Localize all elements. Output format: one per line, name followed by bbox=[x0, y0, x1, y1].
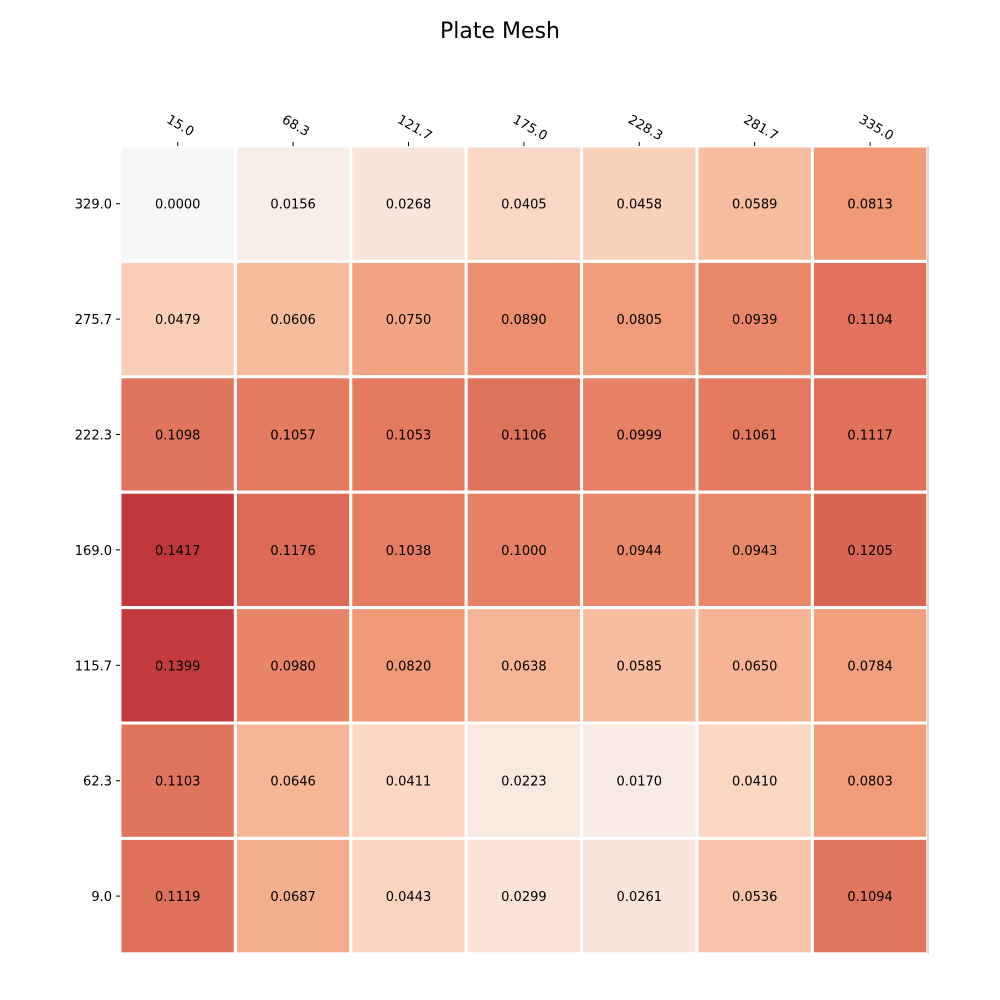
cell-value-label: 0.0999 bbox=[617, 429, 663, 444]
cell-value-label: 0.0261 bbox=[617, 890, 663, 905]
heatmap-cell bbox=[580, 259, 699, 379]
cell-value-label: 0.0606 bbox=[270, 313, 316, 328]
cell-value-label: 0.0638 bbox=[501, 659, 547, 674]
cell-value-label: 0.0890 bbox=[501, 313, 547, 328]
x-tick-label: 335.0 bbox=[856, 112, 896, 144]
cell-value-label: 0.0223 bbox=[501, 775, 547, 790]
heatmap-cell bbox=[464, 375, 584, 494]
heatmap-cell bbox=[233, 721, 353, 840]
cell-value-label: 0.1000 bbox=[501, 544, 547, 559]
heatmap-cell bbox=[810, 836, 930, 956]
heatmap-cell bbox=[349, 606, 468, 725]
y-tick-label: 9.0 bbox=[91, 890, 112, 905]
heatmap-cell bbox=[118, 721, 237, 840]
heatmap-cells bbox=[118, 144, 930, 956]
x-tick-label: 121.7 bbox=[395, 112, 435, 144]
x-axis: 15.0 68.3 121.7 175.0 228.3 281.7 335.0 bbox=[164, 112, 896, 146]
heatmap-cell bbox=[695, 836, 814, 956]
cell-value-label: 0.1053 bbox=[386, 429, 432, 444]
cell-value-label: 0.0443 bbox=[386, 890, 432, 905]
cell-value-label: 0.0805 bbox=[617, 313, 663, 328]
cell-value-label: 0.0943 bbox=[732, 544, 778, 559]
cell-value-label: 0.1119 bbox=[155, 890, 201, 905]
heatmap-cell bbox=[580, 375, 699, 494]
heatmap-cell bbox=[580, 721, 699, 840]
heatmap-cell bbox=[233, 490, 353, 610]
x-tick-label: 281.7 bbox=[741, 112, 781, 144]
cell-value-label: 0.1205 bbox=[847, 544, 893, 559]
cell-value-label: 0.1098 bbox=[155, 429, 201, 444]
cell-value-label: 0.0458 bbox=[617, 198, 663, 213]
cell-value-label: 0.0820 bbox=[386, 659, 432, 674]
cell-value-labels: 0.0000 0.0156 0.0268 0.0405 0.0458 0.0589 0.08… bbox=[155, 198, 893, 905]
cell-value-label: 0.0650 bbox=[732, 659, 778, 674]
chart-title: Plate Mesh bbox=[440, 19, 560, 44]
cell-value-label: 0.1399 bbox=[155, 659, 201, 674]
cell-value-label: 0.0411 bbox=[386, 775, 432, 790]
y-tick-label: 222.3 bbox=[75, 429, 112, 444]
cell-value-label: 0.1176 bbox=[270, 544, 316, 559]
heatmap-cell bbox=[810, 259, 930, 379]
heatmap-cell bbox=[233, 375, 353, 494]
cell-value-label: 0.1104 bbox=[847, 313, 893, 328]
cell-value-label: 0.0536 bbox=[732, 890, 778, 905]
heatmap-cell bbox=[810, 721, 930, 840]
cell-value-label: 0.0479 bbox=[155, 313, 201, 328]
cell-value-label: 0.1061 bbox=[732, 429, 778, 444]
y-tick-label: 62.3 bbox=[83, 775, 112, 790]
heatmap-cell bbox=[580, 836, 699, 956]
x-tick-label: 15.0 bbox=[164, 112, 197, 139]
y-tick-label: 115.7 bbox=[75, 659, 112, 674]
x-tick-label: 228.3 bbox=[625, 112, 665, 144]
cell-value-label: 0.1103 bbox=[155, 775, 201, 790]
cell-value-label: 0.0299 bbox=[501, 890, 547, 905]
cell-value-label: 0.0939 bbox=[732, 313, 778, 328]
cell-value-label: 0.0585 bbox=[617, 659, 663, 674]
cell-value-label: 0.0410 bbox=[732, 775, 778, 790]
heatmap-cell bbox=[695, 375, 814, 494]
cell-value-label: 0.0156 bbox=[270, 198, 316, 213]
cell-value-label: 0.0750 bbox=[386, 313, 432, 328]
cell-value-label: 0.0687 bbox=[270, 890, 316, 905]
cell-value-label: 0.0589 bbox=[732, 198, 778, 213]
cell-value-label: 0.1038 bbox=[386, 544, 432, 559]
cell-value-label: 0.1094 bbox=[847, 890, 893, 905]
cell-value-label: 0.0268 bbox=[386, 198, 432, 213]
cell-value-label: 0.0803 bbox=[847, 775, 893, 790]
heatmap-cell bbox=[233, 144, 353, 263]
heatmap-cell bbox=[695, 490, 814, 610]
cell-value-label: 0.0980 bbox=[270, 659, 316, 674]
cell-value-label: 0.0170 bbox=[617, 775, 663, 790]
heatmap-cell bbox=[349, 259, 468, 379]
cell-value-label: 0.1106 bbox=[501, 429, 547, 444]
cell-value-label: 0.0405 bbox=[501, 198, 547, 213]
cell-value-label: 0.0813 bbox=[847, 198, 893, 213]
cell-value-label: 0.0000 bbox=[155, 198, 201, 213]
y-tick-label: 169.0 bbox=[75, 544, 112, 559]
heatmap-cell bbox=[118, 490, 237, 610]
y-axis: 329.0 275.7 222.3 169.0 115.7 62.3 9.0 bbox=[75, 198, 120, 905]
heatmap-cell bbox=[118, 606, 237, 725]
cell-value-label: 0.1417 bbox=[155, 544, 201, 559]
heatmap-cell bbox=[810, 375, 930, 494]
cell-value-label: 0.0944 bbox=[617, 544, 663, 559]
x-tick-label: 68.3 bbox=[279, 112, 312, 139]
heatmap-cell bbox=[810, 490, 930, 610]
y-tick-label: 275.7 bbox=[75, 313, 112, 328]
heatmap-cell bbox=[464, 836, 584, 956]
heatmap-cell bbox=[349, 836, 468, 956]
y-tick-label: 329.0 bbox=[75, 198, 112, 213]
heatmap-cell bbox=[349, 375, 468, 494]
cell-value-label: 0.1117 bbox=[847, 429, 893, 444]
x-tick-label: 175.0 bbox=[510, 112, 550, 144]
cell-value-label: 0.0646 bbox=[270, 775, 316, 790]
cell-value-label: 0.0784 bbox=[847, 659, 893, 674]
heatmap-cell bbox=[695, 144, 814, 263]
cell-value-label: 0.1057 bbox=[270, 429, 316, 444]
